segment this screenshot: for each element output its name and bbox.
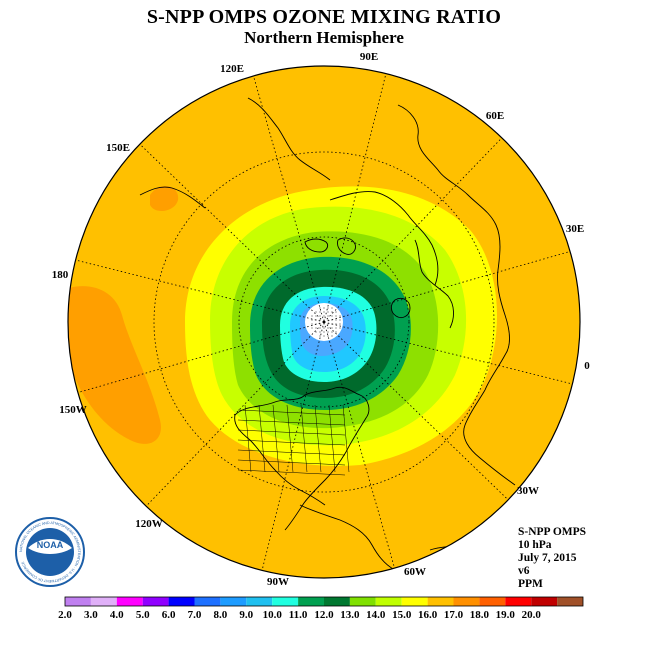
lon-label: 30W — [517, 485, 539, 497]
colorbar-swatch — [427, 597, 454, 606]
ozone-contour-17 — [68, 286, 161, 444]
lon-label: 180 — [52, 269, 69, 281]
colorbar-tick-label: 11.0 — [289, 609, 308, 621]
info-level: 10 hPa — [518, 539, 552, 551]
colorbar-swatch — [65, 597, 91, 606]
colorbar-swatch — [168, 597, 195, 606]
colorbar-swatch — [298, 597, 324, 606]
colorbar-tick-label: 2.0 — [58, 609, 72, 621]
colorbar-swatch — [194, 597, 221, 606]
colorbar-tick-label: 7.0 — [188, 609, 202, 621]
colorbar-swatch — [90, 597, 117, 606]
colorbar-tick-label: 18.0 — [470, 609, 490, 621]
colorbar-swatch — [479, 597, 506, 606]
colorbar-tick-label: 9.0 — [239, 609, 253, 621]
noaa-logo: NOAA NATIONAL OCEANIC AND ATMOSPHERIC AD… — [15, 517, 85, 587]
lon-label: 60W — [404, 566, 426, 578]
map-border — [67, 65, 581, 579]
info-block: S-NPP OMPS 10 hPa July 7, 2015 v6 PPM — [518, 526, 586, 590]
colorbar-tick-label: 15.0 — [392, 609, 412, 621]
ozone-field — [68, 66, 580, 578]
colorbar-tick-label: 19.0 — [496, 609, 516, 621]
lon-label: 90E — [360, 51, 378, 63]
colorbar-swatch — [142, 597, 169, 606]
lon-label: 150W — [59, 404, 87, 416]
lon-label: 120W — [135, 518, 163, 530]
lon-label: 30E — [566, 223, 584, 235]
colorbar-swatch — [246, 597, 273, 606]
colorbar-swatch — [116, 597, 143, 606]
svg-text:NOAA: NOAA — [37, 540, 64, 550]
longitude-labels: 90E 60E 120E 150E 30E 180 0 150W 30W 120W 60W 90W — [52, 51, 591, 588]
info-version: v6 — [518, 565, 530, 577]
lon-label: 120E — [220, 63, 244, 75]
graticule — [75, 73, 573, 571]
colorbar-swatch — [505, 597, 532, 606]
colorbar-tick-label: 6.0 — [162, 609, 176, 621]
map-subtitle: Northern Hemisphere — [244, 28, 404, 47]
lon-label: 60E — [486, 110, 504, 122]
colorbar-tick-label: 8.0 — [214, 609, 228, 621]
colorbar-tick-label: 17.0 — [444, 609, 464, 621]
colorbar-swatch — [220, 597, 247, 606]
lon-label: 90W — [267, 576, 289, 588]
info-instrument: S-NPP OMPS — [518, 526, 586, 538]
colorbar-tick-label: 5.0 — [136, 609, 150, 621]
colorbar-tick-label: 20.0 — [522, 609, 542, 621]
colorbar-tick-label: 14.0 — [366, 609, 386, 621]
colorbar-tick-label: 3.0 — [84, 609, 98, 621]
colorbar: 2.0 3.0 4.0 5.0 6.0 7.0 8.0 9.0 10.0 11.0 12.0 13.0… — [58, 596, 584, 621]
colorbar-swatch — [557, 597, 583, 606]
colorbar-tick-label: 16.0 — [418, 609, 438, 621]
ozone-contour-17-small — [150, 185, 179, 212]
map-title: S-NPP OMPS OZONE MIXING RATIO — [146, 6, 502, 28]
colorbar-swatch — [324, 597, 350, 606]
colorbar-swatch — [453, 597, 480, 606]
colorbar-swatch — [375, 597, 402, 606]
lon-label: 0 — [584, 360, 590, 372]
colorbar-tick-label: 10.0 — [263, 609, 283, 621]
us-state-boundaries — [237, 404, 350, 476]
info-units: PPM — [518, 578, 543, 590]
colorbar-swatch — [401, 597, 428, 606]
colorbar-tick-label: 4.0 — [110, 609, 124, 621]
colorbar-tick-label: 12.0 — [314, 609, 334, 621]
colorbar-tick-label: 13.0 — [340, 609, 360, 621]
colorbar-swatch — [349, 597, 376, 606]
colorbar-swatch — [272, 597, 299, 606]
info-date: July 7, 2015 — [518, 552, 577, 564]
lon-label: 150E — [106, 142, 130, 154]
colorbar-swatch — [531, 597, 558, 606]
